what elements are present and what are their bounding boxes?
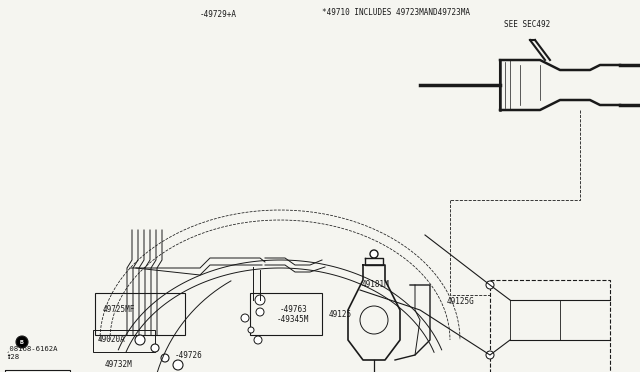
Circle shape	[161, 354, 169, 362]
Circle shape	[254, 336, 262, 344]
Text: -49726: -49726	[175, 351, 203, 360]
Text: -49345M: -49345M	[277, 315, 309, 324]
Bar	[250, 293, 322, 335]
Text: -49763: -49763	[280, 305, 308, 314]
Text: ¸08168-6162A: ¸08168-6162A	[6, 345, 58, 352]
Circle shape	[173, 360, 183, 370]
Circle shape	[248, 327, 254, 333]
Text: 49125: 49125	[329, 310, 352, 319]
Circle shape	[370, 250, 378, 258]
Circle shape	[135, 335, 145, 345]
Bar	[95, 293, 185, 335]
Circle shape	[16, 336, 28, 348]
Circle shape	[486, 351, 494, 359]
Circle shape	[486, 281, 494, 289]
Bar	[5, 370, 70, 372]
Text: 49181M: 49181M	[362, 280, 390, 289]
Text: *49710 INCLUDES 49723MAND49723MA: *49710 INCLUDES 49723MAND49723MA	[322, 8, 470, 17]
Circle shape	[241, 314, 249, 322]
Circle shape	[255, 295, 265, 305]
Text: 49125G: 49125G	[447, 297, 475, 306]
Bar	[93, 330, 155, 352]
Text: B: B	[20, 340, 24, 344]
Text: ❢28: ❢28	[6, 354, 19, 360]
Circle shape	[256, 308, 264, 316]
Circle shape	[151, 344, 159, 352]
Text: SEE SEC492: SEE SEC492	[504, 20, 550, 29]
Bar	[490, 280, 610, 372]
Text: -49729+A: -49729+A	[200, 10, 237, 19]
Text: 49725MF: 49725MF	[103, 305, 136, 314]
Text: 49732M: 49732M	[105, 360, 132, 369]
Text: 49020A: 49020A	[98, 335, 125, 344]
